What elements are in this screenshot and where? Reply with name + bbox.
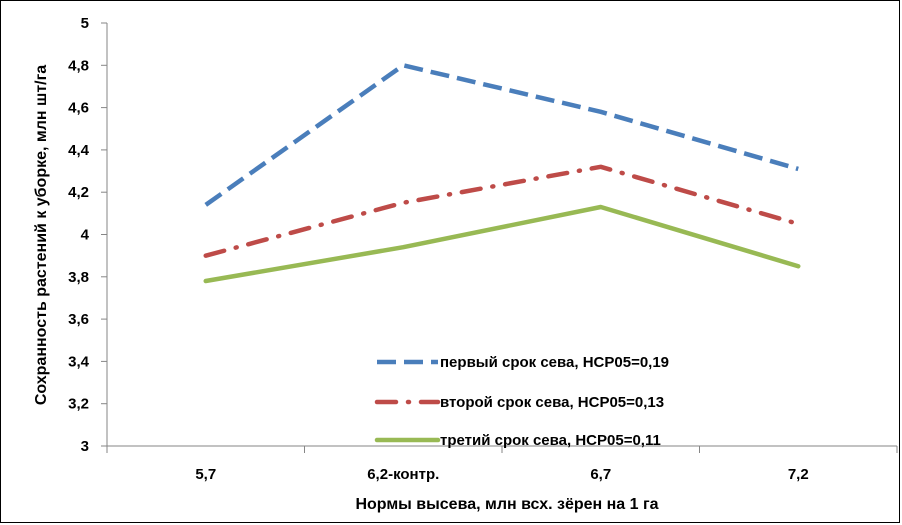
y-tick-label: 3,8 — [68, 269, 89, 286]
y-tick-label: 4,4 — [68, 142, 90, 159]
legend-label-3: третий срок сева, НСР05=0,11 — [440, 432, 661, 449]
x-tick-label: 6,2-контр. — [367, 466, 439, 483]
series-line-2 — [203, 164, 801, 258]
x-tick-label: 5,7 — [195, 466, 216, 483]
y-axis: 3 3,2 3,4 3,6 3,8 4 4,2 4,4 4,6 4,8 5 — [68, 15, 108, 455]
x-tick-label: 7,2 — [788, 466, 809, 483]
y-tick-label: 4 — [81, 227, 90, 244]
series-line-3 — [203, 204, 801, 284]
y-tick-label: 3,2 — [68, 396, 89, 413]
y-tick-label: 3 — [81, 438, 89, 455]
y-tick-label: 3,6 — [68, 311, 89, 328]
legend: первый срок сева, НСР05=0,19 второй срок … — [374, 354, 669, 449]
series-layer — [203, 63, 801, 284]
x-axis-title: Нормы высева, млн всх. зёрен на 1 га — [355, 496, 658, 513]
x-axis: 5,7 6,2-контр. 6,7 7,2 — [106, 445, 898, 483]
y-axis-title: Сохранность растений к уборке, млн шт/га — [33, 65, 50, 405]
y-tick-label: 4,8 — [68, 57, 89, 74]
y-tick-label: 4,2 — [68, 184, 89, 201]
y-tick-label: 4,6 — [68, 100, 89, 117]
legend-label-2: второй срок сева, НСР05=0,13 — [440, 394, 664, 411]
y-tick-label: 5 — [81, 15, 89, 32]
x-tick-label: 6,7 — [590, 466, 611, 483]
legend-label-1: первый срок сева, НСР05=0,19 — [440, 354, 669, 371]
y-tick-label: 3,4 — [68, 353, 90, 370]
series-line-1 — [204, 63, 799, 207]
